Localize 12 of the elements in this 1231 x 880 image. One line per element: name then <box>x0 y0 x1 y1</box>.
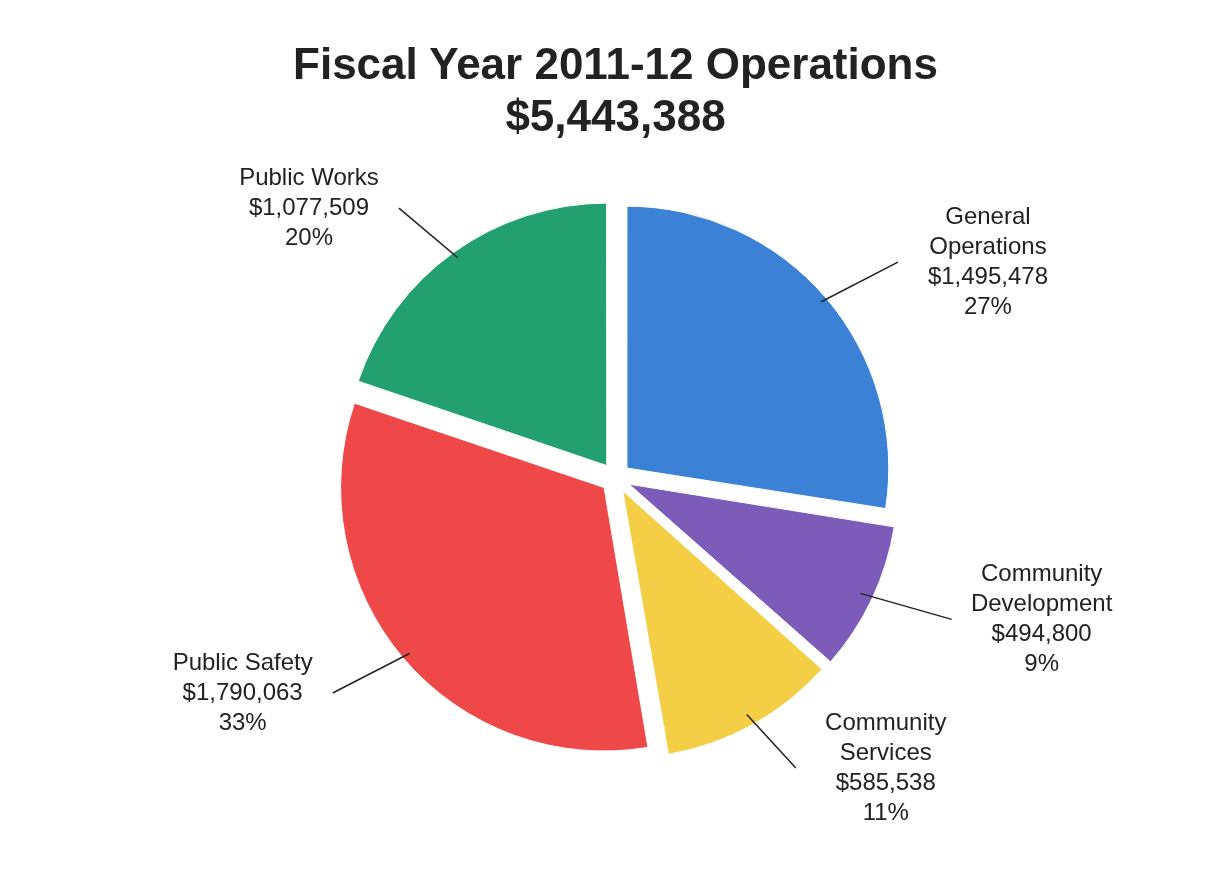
data-label: $494,800 9% <box>991 619 1092 676</box>
slice-label: Public Works <box>239 162 379 190</box>
chart-title: Fiscal Year 2011-12 Operations <box>293 38 938 88</box>
slice-label: General Operations <box>929 201 1047 259</box>
data-label: $1,495,478 27% <box>927 261 1048 319</box>
slice-label: Public Safety <box>172 647 313 675</box>
data-label: $1,790,063 33% <box>182 677 303 735</box>
data-label: $1,077,509 20% <box>248 192 370 250</box>
slice-label: Community Services <box>825 707 947 765</box>
slice-label: Community Development <box>970 559 1113 616</box>
chart-subtitle: $5,443,388 <box>505 91 726 141</box>
data-label: $585,538 11% <box>835 767 936 825</box>
